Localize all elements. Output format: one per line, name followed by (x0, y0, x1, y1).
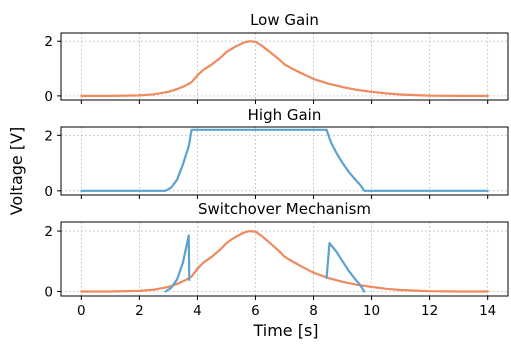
chart-title: High Gain (248, 106, 322, 124)
series-0-line-0 (80, 40, 489, 98)
x-tick-label: 8 (309, 303, 318, 319)
x-axis-label: Time [s] (252, 321, 318, 340)
panel-switchover: 0 2 0 2 4 6 8 10 12 14 Switchover Mechanism (44, 200, 509, 319)
x-tick-label: 14 (479, 303, 496, 319)
chart-title: Low Gain (250, 11, 319, 29)
axes-frame (60, 32, 509, 101)
x-tick-label: 4 (193, 303, 202, 319)
y-tick-label: 2 (44, 128, 53, 144)
series-1-line-1 (187, 234, 191, 282)
x-tick-label: 10 (363, 303, 380, 319)
series-0-line-0 (80, 128, 489, 192)
series-1-line-2 (325, 242, 366, 293)
y-tick-label: 2 (44, 34, 53, 50)
series-0-line-0 (80, 230, 489, 293)
y-tick-label: 0 (44, 284, 53, 300)
axes-frame (60, 126, 509, 196)
panel-low-gain: 0 2 Low Gain (44, 11, 509, 105)
y-tick-label: 0 (44, 89, 53, 105)
panel-high-gain: 0 2 High Gain (44, 106, 509, 200)
x-tick-label: 6 (251, 303, 260, 319)
series-1-line-0 (164, 234, 190, 293)
x-tick-label: 0 (77, 303, 86, 319)
y-tick-label: 2 (44, 224, 53, 240)
x-tick-label: 12 (421, 303, 438, 319)
y-axis-label: Voltage [V] (7, 127, 26, 216)
y-tick-label: 0 (44, 184, 53, 200)
x-tick-label: 2 (135, 303, 144, 319)
chart-title: Switchover Mechanism (198, 200, 371, 218)
axes-frame (60, 221, 509, 297)
